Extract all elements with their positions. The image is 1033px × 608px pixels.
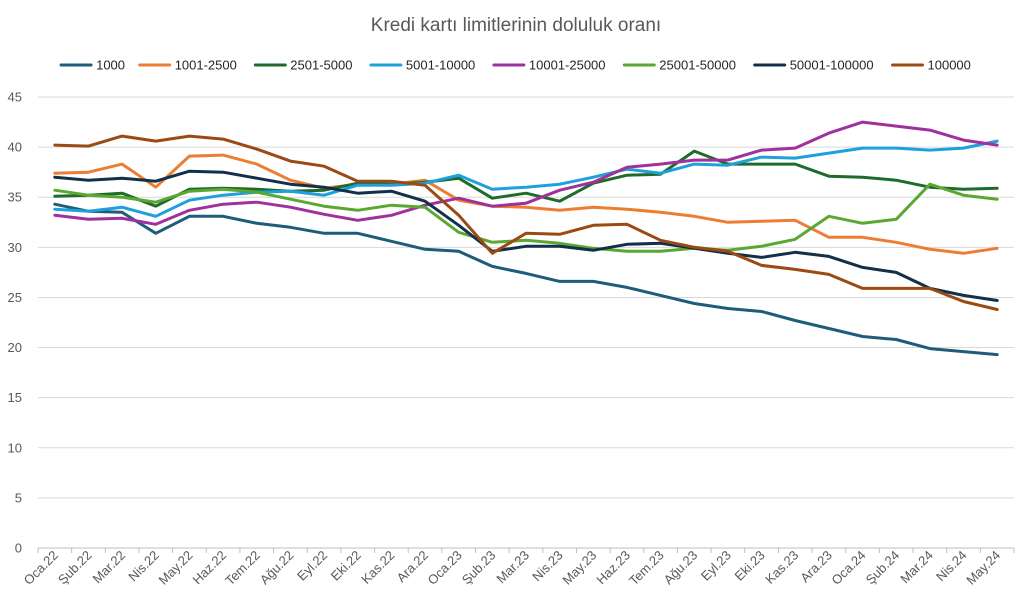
x-tick-label: May.22 xyxy=(155,548,195,588)
x-tick-label: May.23 xyxy=(559,548,599,588)
y-tick-label: 30 xyxy=(8,240,22,255)
x-tick-label: Ağu.23 xyxy=(661,548,701,588)
legend-label: 50001-100000 xyxy=(790,58,874,73)
series-lines xyxy=(53,120,999,357)
legend-label: 5001-10000 xyxy=(406,58,475,73)
chart-title: Kredi kartı limitlerinin doluluk oranı xyxy=(371,15,661,36)
x-tick-label: Eki.22 xyxy=(328,548,364,584)
legend-label: 10001-25000 xyxy=(529,58,606,73)
x-tick-label: Ağu.22 xyxy=(257,548,297,588)
series-line-5001-10000 xyxy=(53,139,999,218)
x-tick-label: May.24 xyxy=(963,548,1003,588)
x-tick-label: Şub.22 xyxy=(55,548,95,588)
y-tick-label: 45 xyxy=(8,90,22,105)
y-tick-label: 15 xyxy=(8,390,22,405)
x-tick-label: Mar.22 xyxy=(90,548,129,587)
legend-label: 1000 xyxy=(96,58,125,73)
legend-item-50001-100000: 50001-100000 xyxy=(753,58,874,73)
legend-label: 100000 xyxy=(928,58,971,73)
legend-item-2501-5000: 2501-5000 xyxy=(253,58,352,73)
x-tick-label: Haz.23 xyxy=(593,548,633,588)
x-tick-label: Ara.23 xyxy=(797,548,835,586)
x-tick-label: Kas.23 xyxy=(762,548,801,587)
x-tick-label: Kas.22 xyxy=(358,548,397,587)
series-line-50001-100000 xyxy=(53,169,999,302)
x-tick-label: Ara.22 xyxy=(393,548,431,586)
legend-item-10001-25000: 10001-25000 xyxy=(492,58,606,73)
legend-label: 1001-2500 xyxy=(175,58,237,73)
series-line-100000 xyxy=(53,134,999,311)
x-axis-ticks: Oca.22Şub.22Mar.22Nis.22May.22Haz.22Tem.… xyxy=(21,548,1015,589)
x-tick-label: Eyl.22 xyxy=(294,548,330,584)
legend-label: 2501-5000 xyxy=(290,58,352,73)
gridlines xyxy=(38,96,1014,549)
x-tick-label: Mar.24 xyxy=(897,548,936,587)
series-line-10001-25000 xyxy=(53,120,999,226)
y-tick-label: 20 xyxy=(8,340,22,355)
x-tick-label: Oca.22 xyxy=(21,548,61,588)
x-tick-label: Şub.24 xyxy=(863,548,903,588)
legend-item-100000: 100000 xyxy=(891,58,971,73)
x-tick-label: Mar.23 xyxy=(493,548,532,587)
legend-item-5001-10000: 5001-10000 xyxy=(369,58,475,73)
x-tick-label: Tem.22 xyxy=(222,548,263,589)
x-tick-label: Oca.23 xyxy=(425,548,465,588)
legend-label: 25001-50000 xyxy=(659,58,736,73)
x-tick-label: Şub.23 xyxy=(459,548,499,588)
x-tick-label: Haz.22 xyxy=(189,548,229,588)
series-line-1001-2500 xyxy=(53,153,999,255)
x-tick-label: Tem.23 xyxy=(626,548,667,589)
legend: 1000 1001-2500 2501-5000 5001-10000 10001-25… xyxy=(59,58,971,73)
y-axis-ticks: 0 5 10 15 20 25 30 35 40 45 xyxy=(8,90,22,556)
legend-item-25001-50000: 25001-50000 xyxy=(622,58,736,73)
x-tick-label: Oca.24 xyxy=(828,548,868,588)
y-tick-label: 35 xyxy=(8,190,22,205)
y-tick-label: 10 xyxy=(8,440,22,455)
x-tick-label: Eyl.23 xyxy=(698,548,734,584)
legend-item-1001-2500: 1001-2500 xyxy=(138,58,237,73)
y-tick-label: 5 xyxy=(15,490,22,505)
legend-item-1000: 1000 xyxy=(59,58,125,73)
y-tick-label: 0 xyxy=(15,541,22,556)
x-tick-label: Eki.23 xyxy=(732,548,768,584)
series-line-1000 xyxy=(53,202,999,357)
y-tick-label: 25 xyxy=(8,290,22,305)
series-line-25001-50000 xyxy=(53,182,999,253)
y-tick-label: 40 xyxy=(8,140,22,155)
